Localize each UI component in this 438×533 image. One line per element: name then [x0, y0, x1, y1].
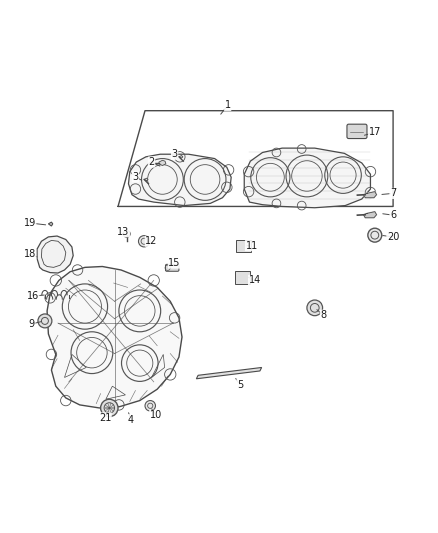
Text: 4: 4: [128, 415, 134, 425]
Circle shape: [138, 236, 150, 247]
Text: 3: 3: [132, 172, 138, 182]
Text: 3: 3: [172, 149, 178, 159]
Text: 17: 17: [369, 127, 381, 138]
Polygon shape: [37, 236, 73, 273]
Text: 15: 15: [169, 258, 181, 268]
Text: 1: 1: [225, 100, 231, 110]
FancyBboxPatch shape: [347, 124, 367, 139]
Text: 12: 12: [145, 236, 158, 246]
Text: 20: 20: [387, 232, 399, 242]
Text: 16: 16: [27, 291, 39, 301]
Circle shape: [123, 230, 130, 237]
Text: 8: 8: [320, 310, 326, 320]
Polygon shape: [128, 154, 231, 206]
Text: 2: 2: [148, 157, 155, 167]
Text: 9: 9: [29, 319, 35, 329]
Text: 13: 13: [117, 227, 129, 237]
Text: 14: 14: [248, 276, 261, 286]
Polygon shape: [159, 160, 166, 166]
Text: 21: 21: [99, 413, 111, 423]
Text: 10: 10: [150, 410, 162, 421]
Polygon shape: [244, 148, 371, 208]
Text: 19: 19: [24, 218, 36, 228]
Polygon shape: [48, 222, 53, 226]
Polygon shape: [47, 266, 182, 408]
Polygon shape: [196, 367, 261, 379]
FancyBboxPatch shape: [166, 264, 179, 271]
Polygon shape: [364, 212, 377, 218]
Circle shape: [38, 314, 52, 328]
Polygon shape: [364, 192, 377, 198]
Text: 11: 11: [246, 240, 258, 251]
Text: 5: 5: [237, 380, 243, 390]
Circle shape: [145, 400, 155, 411]
FancyBboxPatch shape: [235, 271, 251, 284]
Circle shape: [101, 399, 118, 417]
Text: 7: 7: [390, 188, 396, 198]
Text: 18: 18: [24, 249, 36, 260]
FancyBboxPatch shape: [237, 240, 251, 252]
Text: 6: 6: [390, 210, 396, 220]
Circle shape: [307, 300, 322, 316]
Polygon shape: [144, 178, 148, 181]
Polygon shape: [179, 156, 183, 158]
Circle shape: [368, 228, 382, 242]
